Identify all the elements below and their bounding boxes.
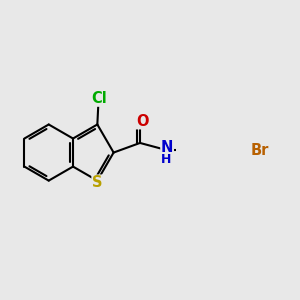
Text: H: H [160, 153, 171, 166]
Text: N: N [161, 140, 173, 155]
Text: O: O [136, 114, 148, 129]
Text: Cl: Cl [91, 91, 107, 106]
Text: S: S [92, 175, 103, 190]
Text: Br: Br [250, 143, 269, 158]
